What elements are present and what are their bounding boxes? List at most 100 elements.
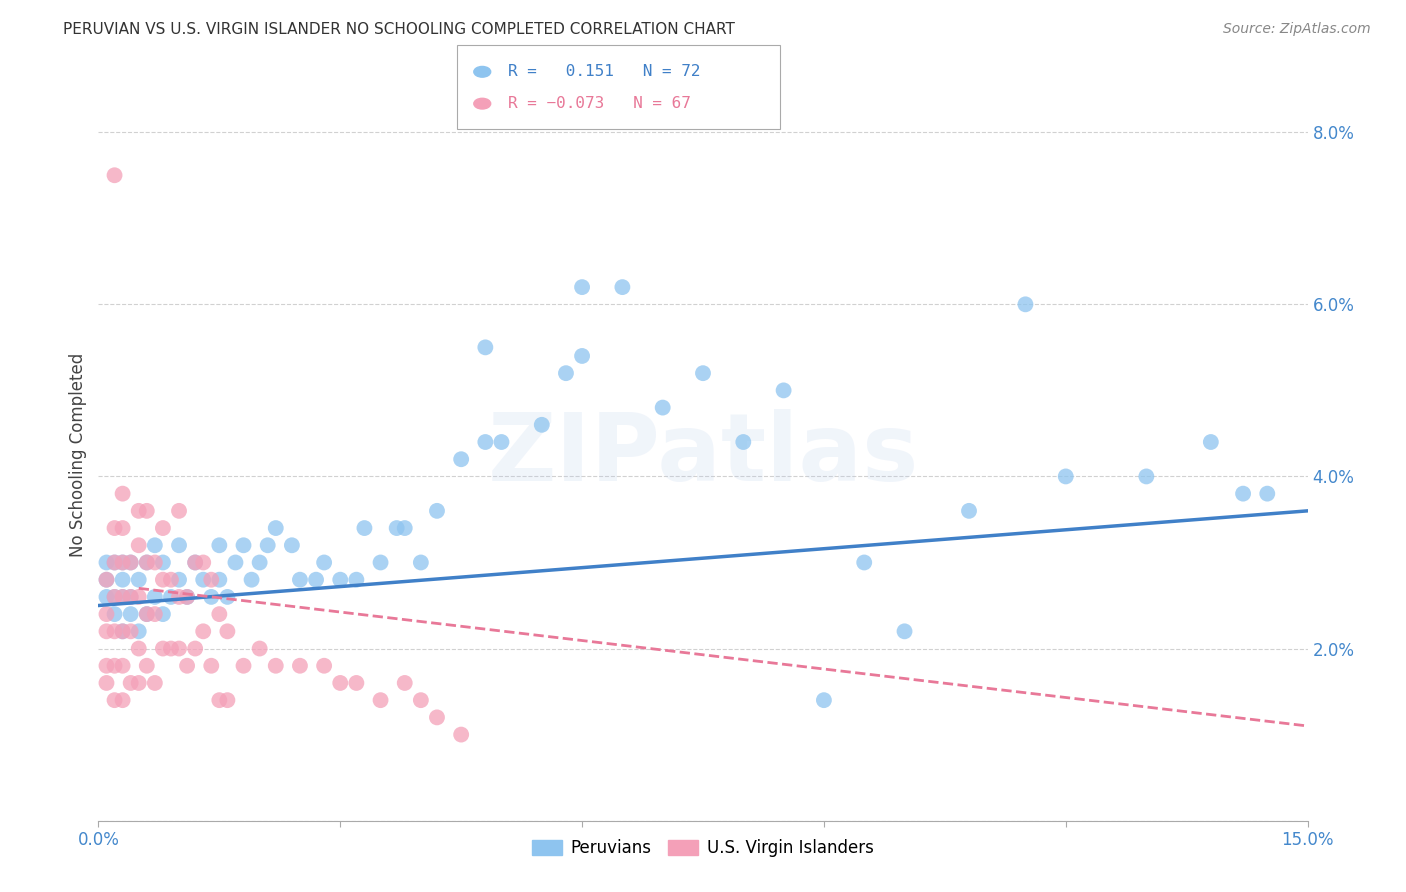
Point — [160, 641, 183, 656]
Point — [281, 538, 304, 552]
Point — [193, 624, 215, 639]
Point — [193, 573, 215, 587]
Point — [370, 556, 392, 570]
Point — [111, 486, 134, 500]
Point — [491, 435, 513, 450]
Point — [353, 521, 375, 535]
Point — [111, 624, 134, 639]
Point — [96, 573, 118, 587]
Point — [474, 340, 496, 354]
Point — [96, 573, 118, 587]
Point — [208, 693, 231, 707]
Point — [329, 676, 352, 690]
Point — [208, 607, 231, 621]
Point — [111, 693, 134, 707]
Point — [305, 573, 328, 587]
Point — [128, 590, 150, 604]
Point — [1256, 486, 1278, 500]
Point — [167, 590, 190, 604]
Point — [571, 280, 593, 294]
Point — [288, 573, 311, 587]
Point — [232, 538, 254, 552]
Point — [167, 641, 190, 656]
Point — [152, 607, 174, 621]
Point — [394, 676, 416, 690]
Point — [160, 573, 183, 587]
Point — [409, 556, 432, 570]
Point — [853, 556, 876, 570]
Point — [111, 521, 134, 535]
Point — [200, 658, 222, 673]
Point — [450, 728, 472, 742]
Point — [143, 538, 166, 552]
Point — [135, 607, 157, 621]
Point — [409, 693, 432, 707]
Point — [143, 676, 166, 690]
Point — [111, 573, 134, 587]
Point — [120, 676, 142, 690]
Point — [530, 417, 553, 432]
Point — [1199, 435, 1222, 450]
Text: Source: ZipAtlas.com: Source: ZipAtlas.com — [1223, 22, 1371, 37]
Point — [232, 658, 254, 673]
Point — [167, 538, 190, 552]
Point — [111, 658, 134, 673]
Point — [96, 590, 118, 604]
Text: PERUVIAN VS U.S. VIRGIN ISLANDER NO SCHOOLING COMPLETED CORRELATION CHART: PERUVIAN VS U.S. VIRGIN ISLANDER NO SCHO… — [63, 22, 735, 37]
Point — [128, 624, 150, 639]
Point — [426, 710, 449, 724]
Point — [135, 658, 157, 673]
Point — [200, 573, 222, 587]
Point — [772, 384, 794, 398]
Point — [152, 521, 174, 535]
Point — [103, 521, 125, 535]
Point — [217, 693, 239, 707]
Point — [200, 590, 222, 604]
Point — [103, 590, 125, 604]
Point — [167, 504, 190, 518]
Point — [249, 556, 271, 570]
Point — [733, 435, 755, 450]
Point — [120, 607, 142, 621]
Point — [571, 349, 593, 363]
Point — [249, 641, 271, 656]
Point — [394, 521, 416, 535]
Point — [103, 658, 125, 673]
Point — [224, 556, 246, 570]
Point — [692, 366, 714, 380]
Point — [344, 573, 367, 587]
Point — [152, 556, 174, 570]
Point — [1054, 469, 1077, 483]
Point — [135, 556, 157, 570]
Point — [217, 624, 239, 639]
Point — [1135, 469, 1157, 483]
Point — [111, 590, 134, 604]
Y-axis label: No Schooling Completed: No Schooling Completed — [69, 353, 87, 557]
Point — [217, 590, 239, 604]
Point — [264, 521, 287, 535]
Point — [288, 658, 311, 673]
Text: R =   0.151   N = 72: R = 0.151 N = 72 — [508, 64, 700, 79]
Point — [111, 556, 134, 570]
Point — [240, 573, 263, 587]
Point — [651, 401, 673, 415]
Point — [385, 521, 408, 535]
Point — [128, 676, 150, 690]
Point — [176, 590, 198, 604]
Point — [135, 607, 157, 621]
Point — [103, 693, 125, 707]
Point — [135, 504, 157, 518]
Point — [96, 556, 118, 570]
Point — [957, 504, 980, 518]
Point — [370, 693, 392, 707]
Point — [128, 538, 150, 552]
Point — [160, 590, 183, 604]
Point — [96, 658, 118, 673]
Point — [128, 504, 150, 518]
Point — [103, 556, 125, 570]
Point — [128, 573, 150, 587]
Point — [143, 556, 166, 570]
Point — [314, 556, 336, 570]
Point — [612, 280, 634, 294]
Point — [120, 590, 142, 604]
